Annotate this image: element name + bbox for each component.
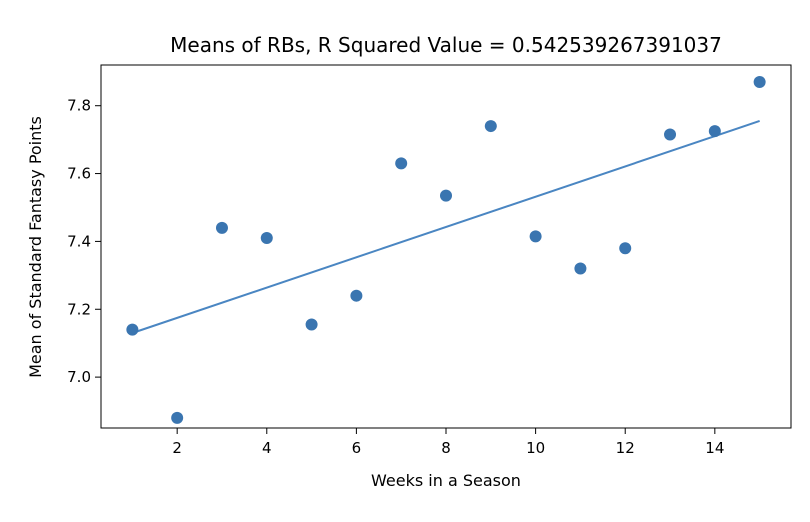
x-axis: 2 4 6 8 10 12 14: [172, 428, 724, 457]
y-tick-label: 7.4: [67, 232, 91, 250]
x-tick-label: 12: [616, 439, 635, 457]
data-point: [484, 120, 497, 133]
x-tick-label: 4: [262, 439, 272, 457]
data-point: [529, 230, 542, 243]
y-tick-label: 7.6: [67, 165, 91, 183]
x-axis-label: Weeks in a Season: [371, 471, 521, 490]
y-tick-label: 7.2: [67, 300, 91, 318]
x-tick-label: 2: [172, 439, 182, 457]
data-point: [171, 411, 184, 424]
x-tick-label: 14: [705, 439, 724, 457]
data-point: [350, 289, 363, 302]
data-point: [440, 189, 452, 202]
data-point: [395, 157, 408, 170]
x-tick-label: 6: [352, 439, 362, 457]
y-tick-label: 7.0: [67, 368, 91, 386]
plot-area: [126, 75, 766, 424]
y-axis: 7.0 7.2 7.4 7.6 7.8: [67, 97, 101, 386]
chart-title: Means of RBs, R Squared Value = 0.542539…: [170, 33, 722, 57]
data-point: [708, 125, 721, 138]
data-point: [664, 128, 677, 141]
data-point: [305, 318, 318, 331]
data-point: [215, 221, 228, 234]
x-tick-label: 10: [526, 439, 545, 457]
y-axis-label: Mean of Standard Fantasy Points: [26, 116, 45, 378]
y-tick-label: 7.8: [67, 97, 91, 115]
data-point: [260, 232, 273, 245]
fit-line: [132, 120, 760, 334]
data-point: [753, 75, 766, 88]
data-point: [574, 262, 587, 275]
x-tick-label: 8: [441, 439, 451, 457]
data-point: [126, 323, 139, 336]
plot-frame: [100, 64, 792, 429]
data-point: [619, 242, 632, 255]
